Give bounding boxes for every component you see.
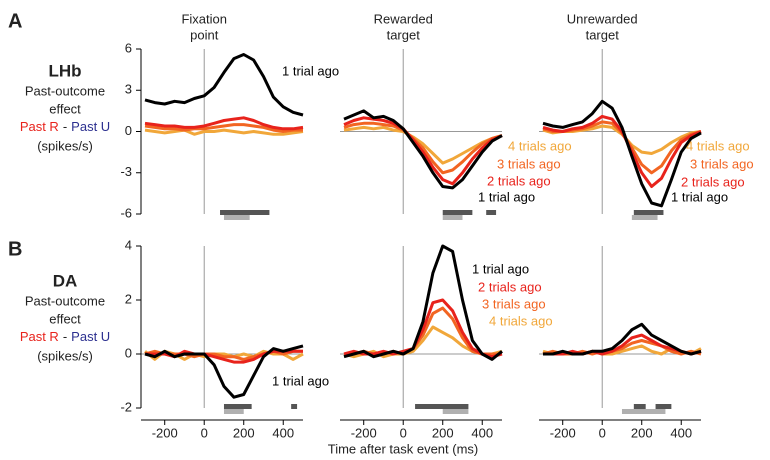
significance-bar [633, 210, 664, 215]
x-tick-label: 400 [272, 425, 294, 440]
row-label-line: effect [49, 311, 81, 326]
x-tick-label: 0 [400, 425, 407, 440]
x-tick-label: -200 [351, 425, 377, 440]
x-tick-label: 400 [471, 425, 493, 440]
panel-title: point [190, 27, 219, 42]
x-tick-label: 200 [631, 425, 653, 440]
y-tick-label: 6 [125, 40, 132, 55]
curve-label: 2 trials ago [478, 279, 542, 294]
series-line [542, 99, 702, 208]
curve-label: 1 trial ago [282, 63, 339, 78]
series-line [144, 53, 304, 117]
panel-title: Fixation [181, 11, 227, 26]
past-r: Past R [20, 119, 59, 134]
panel-title: target [586, 27, 620, 42]
curve-label: 1 trial ago [478, 189, 535, 204]
row-units: (spikes/s) [37, 138, 93, 153]
significance-bar [223, 215, 250, 220]
dash: - [63, 119, 67, 134]
y-tick-label: -2 [120, 399, 132, 414]
row-units: (spikes/s) [37, 348, 93, 363]
curve-label: 3 trials ago [497, 156, 561, 171]
x-tick-label: -200 [550, 425, 576, 440]
significance-bar [220, 210, 270, 215]
x-axis-label: Time after task event (ms) [328, 441, 479, 456]
significance-bar [621, 409, 666, 414]
panel-title: target [387, 27, 421, 42]
x-tick-label: 400 [670, 425, 692, 440]
significance-bar [415, 404, 469, 409]
curve-label: 4 trials ago [508, 138, 572, 153]
past-r: Past R [20, 329, 59, 344]
panel-title: Rewarded [374, 11, 433, 26]
series-line [543, 322, 702, 356]
significance-bar [291, 404, 298, 409]
significance-bar [442, 409, 469, 414]
curve-label: 2 trials ago [681, 174, 745, 189]
significance-bar [633, 404, 646, 409]
significance-bar [442, 210, 473, 215]
curve-label: 1 trial ago [671, 189, 728, 204]
series-line [144, 128, 304, 136]
panel-title: Unrewarded [567, 11, 638, 26]
row-label-outcome: Past R - Past U [20, 329, 110, 344]
curve-label: 2 trials ago [487, 173, 551, 188]
series-line [144, 344, 304, 399]
dash: - [63, 329, 67, 344]
curve-label: 4 trials ago [489, 313, 553, 328]
curve-label: 4 trials ago [686, 138, 750, 153]
series-line [343, 116, 503, 186]
series-line [343, 125, 503, 165]
x-tick-label: 0 [201, 425, 208, 440]
y-tick-label: -6 [120, 205, 132, 220]
series-line [343, 109, 503, 190]
y-tick-label: 3 [125, 82, 132, 97]
significance-bar [442, 215, 463, 220]
panel-letter: A [8, 10, 22, 32]
curve-label: 3 trials ago [690, 156, 754, 171]
series-line [144, 123, 303, 133]
y-tick-label: 0 [125, 345, 132, 360]
significance-bar [655, 404, 672, 409]
series-line [343, 244, 503, 361]
curve-label: 1 trial ago [472, 261, 529, 276]
y-tick-label: 0 [125, 123, 132, 138]
row-label-line: effect [49, 101, 81, 116]
x-tick-label: 200 [432, 425, 454, 440]
x-tick-label: -200 [152, 425, 178, 440]
row-name: DA [53, 271, 78, 290]
curve-label: 3 trials ago [482, 296, 546, 311]
y-tick-label: 4 [125, 237, 132, 252]
significance-bar [486, 210, 497, 215]
row-label-outcome: Past R - Past U [20, 119, 110, 134]
series-line [343, 121, 503, 175]
panel-letter: B [8, 238, 22, 260]
y-tick-label: 2 [125, 291, 132, 306]
significance-bar [223, 409, 244, 414]
x-tick-label: 200 [233, 425, 255, 440]
significance-bar [223, 404, 252, 409]
significance-bar [631, 215, 658, 220]
row-name: LHb [48, 61, 81, 80]
series-line [144, 116, 304, 131]
curve-label: 1 trial ago [272, 373, 329, 388]
past-u: Past U [71, 119, 110, 134]
x-tick-label: 0 [599, 425, 606, 440]
row-label-line: Past-outcome [25, 83, 105, 98]
past-u: Past U [71, 329, 110, 344]
row-label-line: Past-outcome [25, 293, 105, 308]
y-tick-label: -3 [120, 164, 132, 179]
